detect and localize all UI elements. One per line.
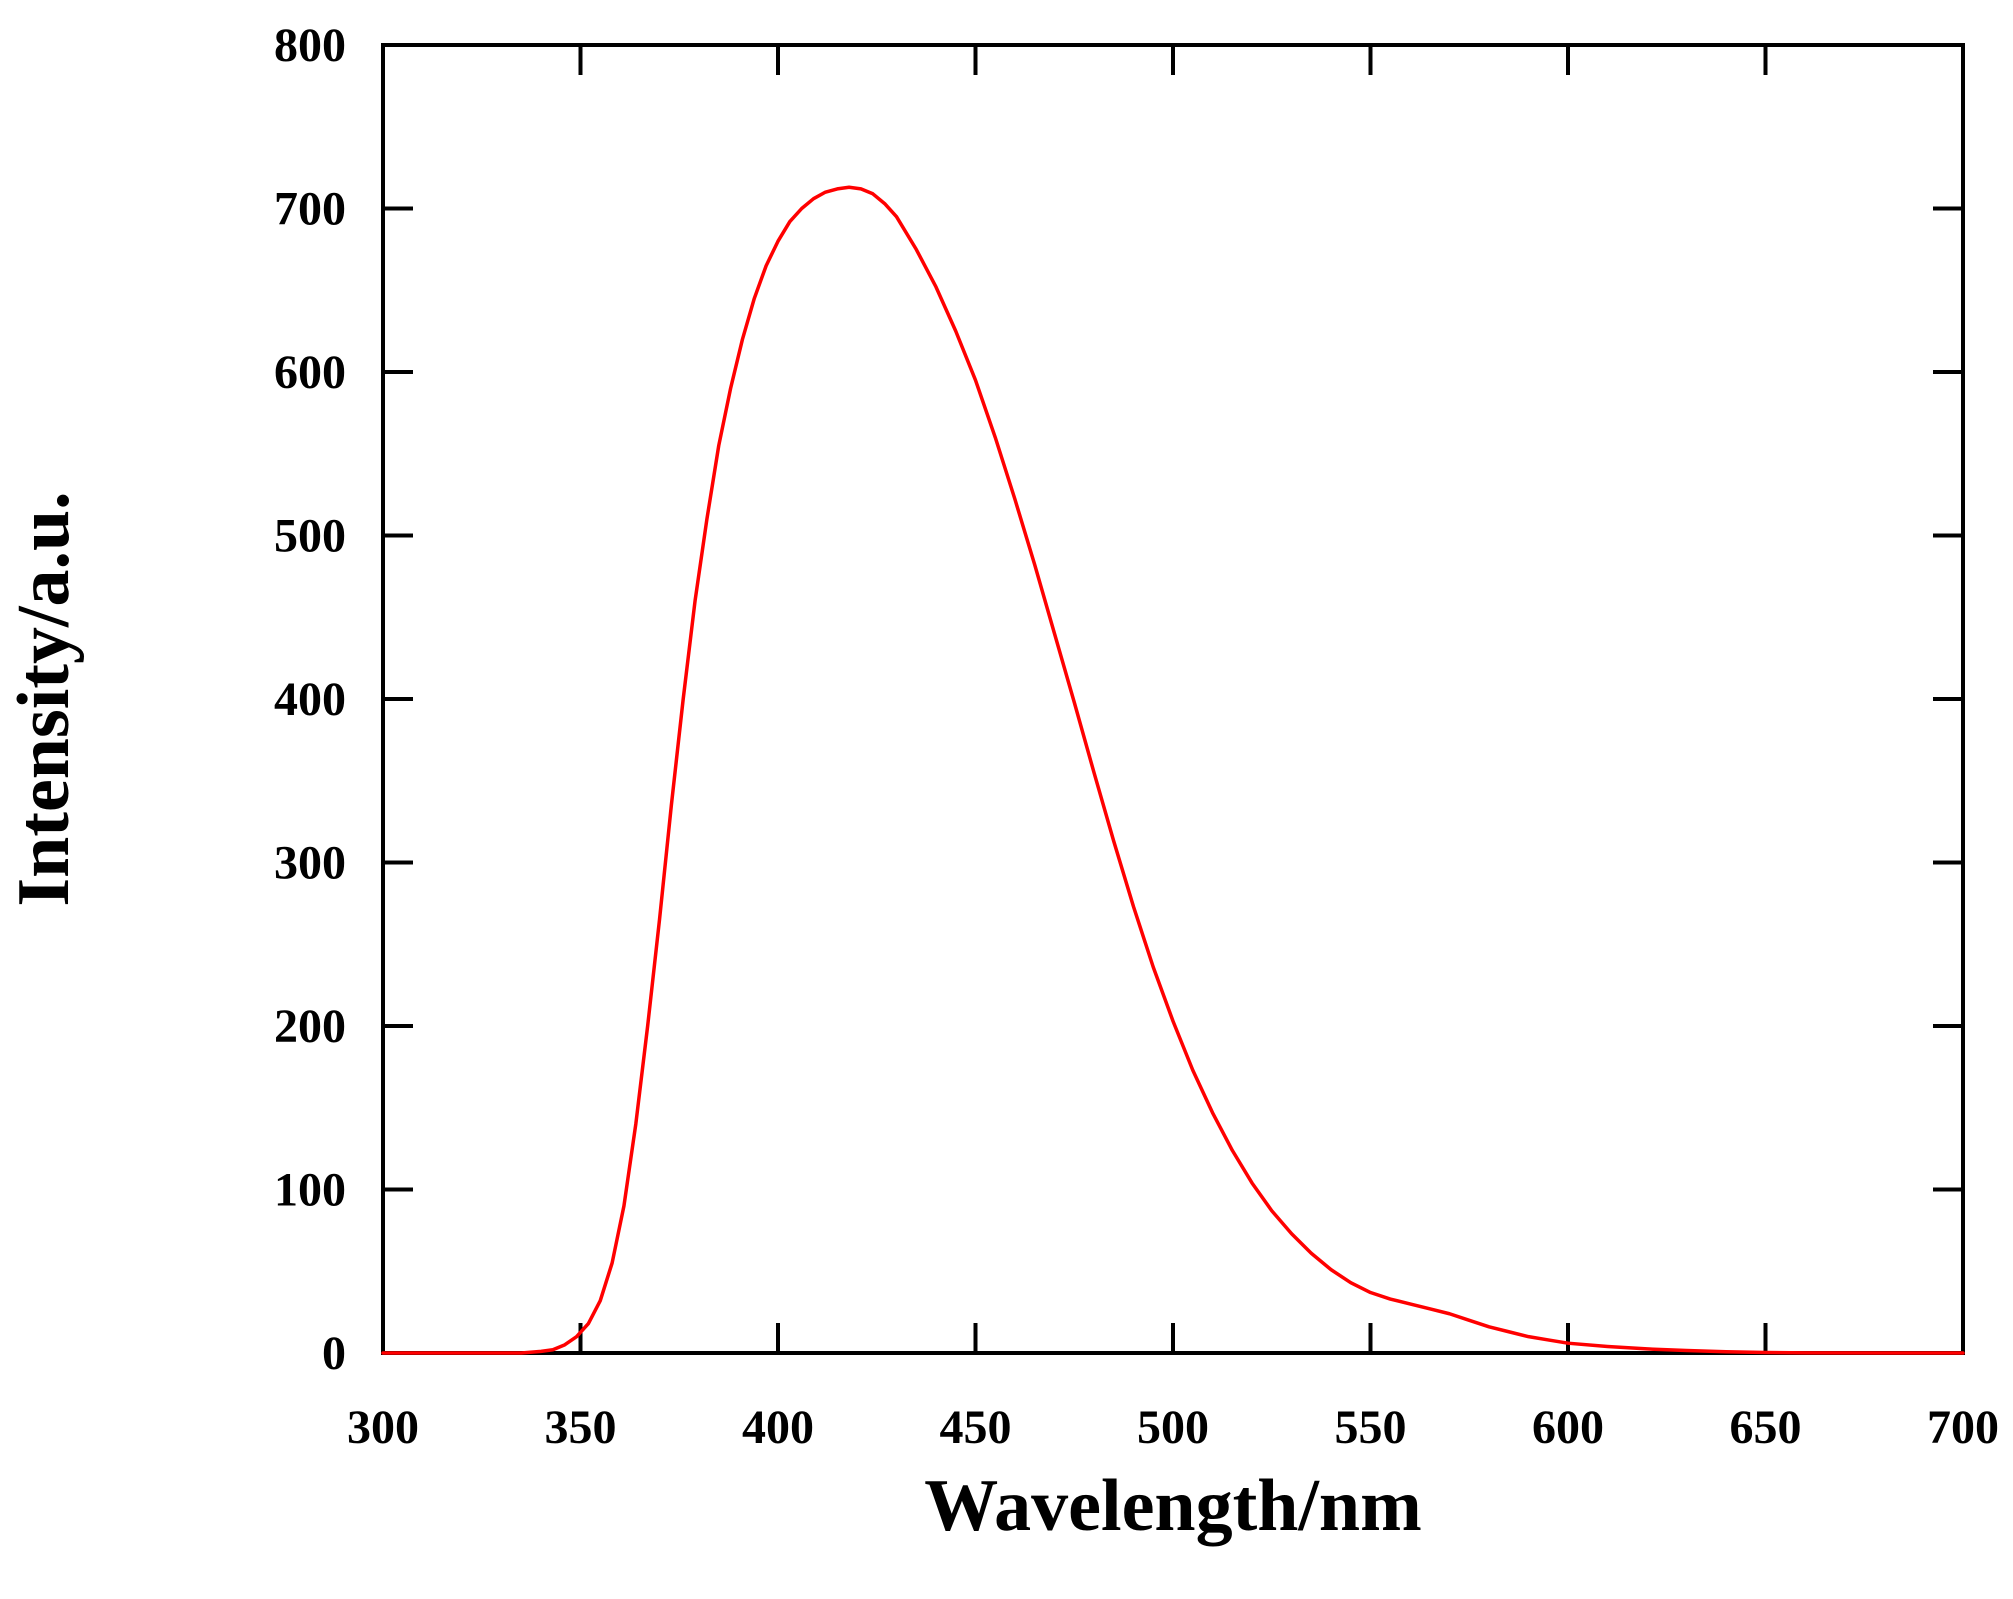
y-tick-label: 0 — [322, 1327, 346, 1380]
y-tick-label: 800 — [274, 19, 346, 72]
y-tick-label: 500 — [274, 510, 346, 563]
x-axis-ticks — [578, 45, 1768, 1353]
x-tick-label: 450 — [940, 1401, 1012, 1454]
series-line — [381, 185, 1965, 1355]
y-axis-tick-labels: 0 100 200 300 400 500 600 700 800 — [274, 19, 346, 1380]
x-axis-tick-labels: 300 350 400 450 500 550 600 650 700 — [347, 1401, 1999, 1454]
y-tick-label: 600 — [274, 346, 346, 399]
y-tick-label: 700 — [274, 183, 346, 236]
x-tick-label: 700 — [1927, 1401, 1999, 1454]
x-tick-label: 550 — [1335, 1401, 1407, 1454]
y-tick-label: 200 — [274, 1000, 346, 1053]
y-axis-ticks — [383, 206, 1963, 1192]
plot-frame — [381, 43, 1965, 1355]
x-axis-title: Wavelength/nm — [924, 1465, 1421, 1547]
y-tick-label: 100 — [274, 1164, 346, 1217]
x-tick-label: 500 — [1137, 1401, 1209, 1454]
y-axis-title: Intensity/a.u. — [3, 491, 85, 906]
y-tick-label: 300 — [274, 837, 346, 890]
y-tick-label: 400 — [274, 673, 346, 726]
x-tick-label: 650 — [1730, 1401, 1802, 1454]
x-tick-label: 350 — [545, 1401, 617, 1454]
x-tick-label: 600 — [1532, 1401, 1604, 1454]
x-tick-label: 300 — [347, 1401, 419, 1454]
x-tick-label: 400 — [742, 1401, 814, 1454]
